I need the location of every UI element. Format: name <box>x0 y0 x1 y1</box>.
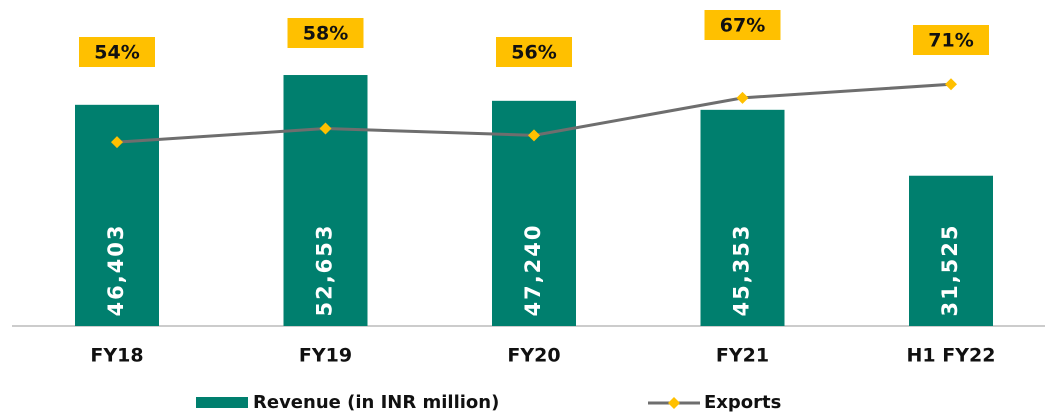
marker <box>945 78 957 91</box>
marker <box>319 122 332 135</box>
bar-value-label: 46,403 <box>104 223 128 316</box>
x-tick-label: FY21 <box>716 345 769 367</box>
bar-value-label: 45,353 <box>730 223 754 316</box>
marker <box>528 129 540 142</box>
bar-value-label: 31,525 <box>938 223 962 316</box>
marker <box>111 136 123 149</box>
bar <box>700 109 785 326</box>
legend-label: Exports <box>704 392 781 413</box>
line-value-label: 71% <box>928 30 973 52</box>
bar-value-label: 47,240 <box>521 223 545 316</box>
legend-swatch <box>196 397 248 408</box>
bar-value-label: 52,653 <box>313 223 337 316</box>
x-tick-label: FY20 <box>507 345 560 367</box>
label-box <box>496 37 572 67</box>
bar <box>283 75 368 327</box>
x-tick-label: H1 FY22 <box>907 345 996 367</box>
line-value-label: 58% <box>303 23 348 45</box>
marker <box>736 91 749 104</box>
line-value-label: 54% <box>94 42 139 64</box>
x-tick-label: FY19 <box>299 345 352 367</box>
legend-marker <box>668 397 680 409</box>
legend-label: Revenue (in INR million) <box>253 392 499 413</box>
label-box <box>79 37 155 67</box>
line-value-label: 56% <box>511 42 556 64</box>
label-box <box>913 25 989 55</box>
label-box <box>287 18 364 48</box>
bar <box>909 175 993 326</box>
label-box <box>704 10 781 40</box>
line-value-label: 67% <box>720 15 765 37</box>
x-tick-label: FY18 <box>90 345 143 367</box>
